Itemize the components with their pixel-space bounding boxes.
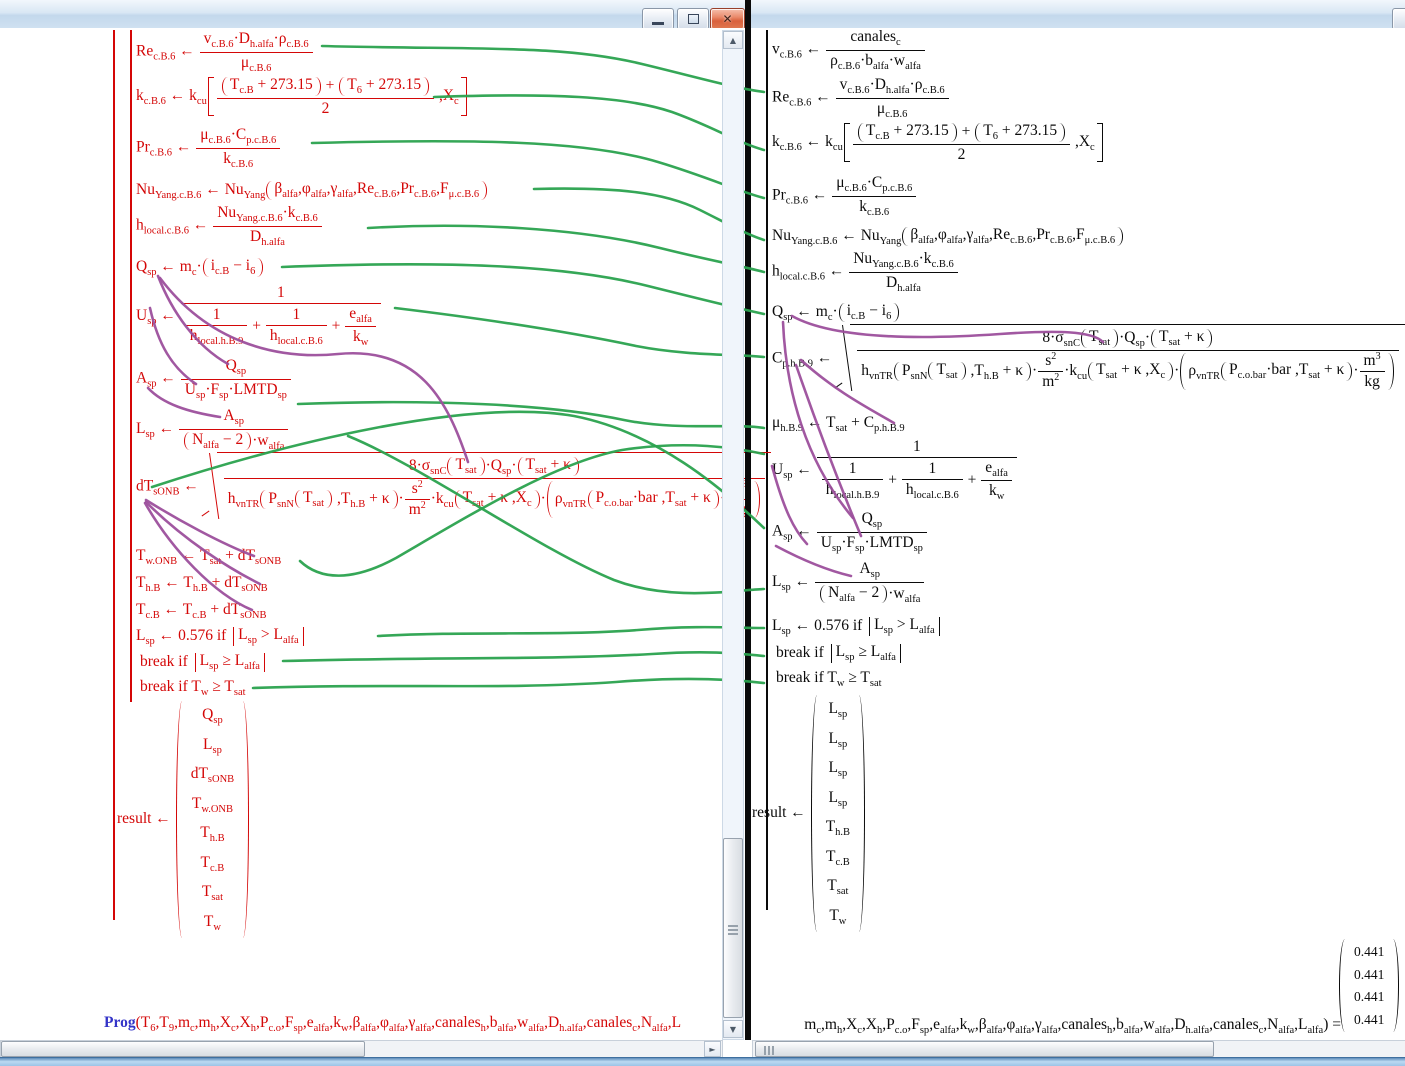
right-window-titlebar: [751, 0, 1405, 30]
left-formula-a-sp[interactable]: Asp ← Qsp Usp·Fsp·LMTDsp: [136, 357, 292, 401]
left-formula-break-1[interactable]: break if Lsp ≥ Lalfa: [140, 652, 268, 673]
thumb-grip-icon: [768, 1046, 770, 1055]
left-prog-line-clip: Prog(T6,T9,mc,mh,Xc,Xh,Pc.o,Fsp,ealfa,kw…: [0, 1006, 722, 1040]
prog-call-expression[interactable]: Prog(T6,T9,mc,mh,Xc,Xh,Pc.o,Fsp,ealfa,kw…: [104, 1014, 682, 1034]
restore-icon: [687, 14, 699, 24]
right-formula-mu-hb9[interactable]: μh.B.9 ← Tsat + Cp.h.B.9: [772, 414, 905, 434]
right-formula-l-sp-if[interactable]: Lsp ← 0.576 if Lsp > Lalfa: [772, 616, 943, 637]
scroll-down-button[interactable]: ▼: [723, 1020, 743, 1038]
right-formula-u-sp[interactable]: Usp ← 1 1 hlocal.h.B.9 + 1 hlocal.c.B.6 + e…: [772, 438, 1018, 503]
minimize-icon: [652, 21, 664, 25]
minimize-button[interactable]: [642, 8, 674, 30]
thumb-grip-icon: [728, 925, 738, 927]
right-window-partial-button[interactable]: [1392, 8, 1405, 30]
right-formula-break-1[interactable]: break if Lsp ≥ Lalfa: [776, 643, 904, 664]
thumb-grip-icon: [772, 1046, 774, 1055]
right-formula-cp-hb9[interactable]: Cp.h.B.9 ← 8·σsnC Tsat ·Qsp· Tsat + κ hvnTR P…: [772, 324, 1405, 394]
left-formula-break-2[interactable]: break if Tw ≥ Tsat: [140, 678, 246, 698]
right-horizontal-scrollbar-thumb[interactable]: [755, 1041, 1214, 1057]
window-divider: [745, 0, 751, 1040]
thumb-grip-icon: [728, 929, 738, 931]
left-vertical-scrollbar-thumb[interactable]: [723, 838, 743, 1018]
right-formula-q-sp[interactable]: Qsp ← mc· ic.B − i6: [772, 302, 900, 323]
left-formula-h-local[interactable]: hlocal.c.B.6 ← NuYang.c.B.6·kc.B.6 Dh.alf…: [136, 204, 323, 248]
close-icon: ✕: [722, 12, 733, 26]
right-formula-break-2[interactable]: break if Tw ≥ Tsat: [776, 669, 882, 689]
left-formula-tc-b[interactable]: Tc.B ← Tc.B + dTsONB: [136, 601, 267, 621]
scroll-up-button[interactable]: ▲: [723, 31, 743, 49]
right-formula-k-cb6[interactable]: kc.B.6 ← kcu Tc.B + 273.15 + T6 + 273.15 2…: [772, 122, 1104, 163]
left-formula-l-sp[interactable]: Lsp ← Asp Nalfa − 2 ·walfa: [136, 407, 289, 452]
right-formula-re-cb6[interactable]: Rec.B.6 ← vc.B.6·Dh.alfa·ρc.B.6 μc.B.6: [772, 76, 950, 120]
right-formula-nu-cb6[interactable]: NuYang.c.B.6 ← NuYang βalfa,φalfa,γalfa,R…: [772, 226, 1124, 247]
left-program-bar-1: [130, 30, 132, 702]
scroll-right-button[interactable]: ►: [704, 1041, 721, 1057]
left-formula-pr-cb6[interactable]: Prc.B.6 ← μc.B.6·Cp.c.B.6 kc.B.6: [136, 126, 281, 170]
result-values-matrix: 0.441 0.441 0.441 0.441: [1338, 938, 1400, 1033]
restore-button[interactable]: [677, 8, 709, 30]
left-horizontal-scrollbar-thumb[interactable]: [1, 1041, 365, 1057]
left-formula-l-sp-if[interactable]: Lsp ← 0.576 if Lsp > Lalfa: [136, 626, 307, 647]
right-formula-h-local[interactable]: hlocal.c.B.6 ← NuYang.c.B.6·kc.B.6 Dh.alf…: [772, 250, 959, 294]
close-button[interactable]: ✕: [710, 8, 745, 30]
window-bottom-border: [0, 1057, 1405, 1066]
left-formula-u-sp[interactable]: Usp ← 1 1 hlocal.h.B.9 + 1 hlocal.c.B.6 + e…: [136, 284, 382, 349]
thumb-grip-icon: [764, 1046, 766, 1055]
left-formula-th-b[interactable]: Th.B ← Th.B + dTsONB: [136, 574, 268, 594]
right-result-vector[interactable]: result ← Lsp Lsp Lsp Lsp Th.B Tc.B Tsat Tw: [752, 694, 866, 933]
left-formula-re-cb6[interactable]: Rec.B.6 ← vc.B.6·Dh.alfa·ρc.B.6 μc.B.6: [136, 30, 314, 74]
right-formula-a-sp[interactable]: Asp ← Qsp Usp·Fsp·LMTDsp: [772, 510, 928, 554]
left-formula-tw-onb[interactable]: Tw.ONB ← Tsat + dTsONB: [136, 547, 282, 567]
left-program-bar-0: [113, 30, 115, 920]
right-formula-v-cb6[interactable]: vc.B.6 ← canalesc ρc.B.6·balfa·walfa: [772, 28, 926, 72]
right-bottom-line-clip: mc,mh,Xc,Xh,Pc.o,Fsp,ealfa,kw,βalfa,φalf…: [751, 1006, 1405, 1040]
right-formula-l-sp[interactable]: Lsp ← Asp Nalfa − 2 ·walfa: [772, 560, 925, 605]
thumb-grip-icon: [728, 933, 738, 935]
left-formula-q-sp[interactable]: Qsp ← mc· ic.B − i6: [136, 257, 264, 278]
left-formula-nu-cb6[interactable]: NuYang.c.B.6 ← NuYang βalfa,φalfa,γalfa,R…: [136, 180, 488, 201]
right-formula-pr-cb6[interactable]: Prc.B.6 ← μc.B.6·Cp.c.B.6 kc.B.6: [772, 174, 917, 218]
left-formula-k-cb6[interactable]: kc.B.6 ← kcu Tc.B + 273.15 + T6 + 273.15 2…: [136, 76, 468, 117]
prog-result-expression[interactable]: mc,mh,Xc,Xh,Pc.o,Fsp,ealfa,kw,βalfa,φalf…: [804, 1016, 1341, 1036]
prog-keyword: Prog: [104, 1014, 136, 1031]
left-formula-dt-sonb[interactable]: dTsONB ← 8·σsnC Tsat ·Qsp· Tsat + κ hvnTR Psn…: [136, 452, 772, 522]
left-result-vector[interactable]: result ← Qsp Lsp dTsONB Tw.ONB Th.B Tc.B Tsat T…: [117, 700, 250, 939]
left-window-titlebar: ✕: [0, 0, 745, 30]
